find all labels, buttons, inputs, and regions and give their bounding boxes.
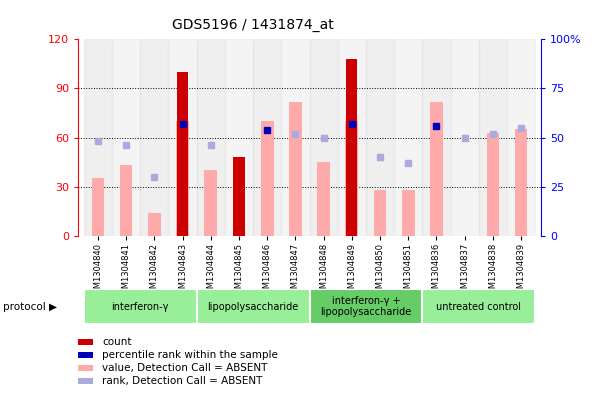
Bar xyxy=(253,39,281,236)
Bar xyxy=(261,121,273,236)
Text: percentile rank within the sample: percentile rank within the sample xyxy=(102,350,278,360)
Bar xyxy=(346,121,358,236)
Bar xyxy=(204,170,217,236)
Bar xyxy=(507,39,535,236)
Bar xyxy=(515,129,528,236)
Bar xyxy=(479,39,507,236)
Bar xyxy=(423,39,451,236)
Bar xyxy=(84,289,197,324)
Bar xyxy=(487,132,499,236)
Text: interferon-γ +
lipopolysaccharide: interferon-γ + lipopolysaccharide xyxy=(320,296,412,317)
Text: protocol ▶: protocol ▶ xyxy=(3,301,57,312)
Bar xyxy=(289,101,302,236)
Bar xyxy=(197,289,310,324)
Bar xyxy=(281,39,310,236)
Bar xyxy=(317,162,330,236)
Bar xyxy=(310,289,423,324)
Bar xyxy=(148,213,160,236)
Bar xyxy=(91,178,104,236)
Bar xyxy=(197,39,225,236)
Bar xyxy=(394,39,423,236)
Bar xyxy=(233,157,245,236)
Bar xyxy=(346,59,358,236)
Bar xyxy=(338,39,366,236)
Bar xyxy=(310,39,338,236)
Text: GDS5196 / 1431874_at: GDS5196 / 1431874_at xyxy=(171,18,334,32)
Bar xyxy=(430,101,443,236)
Bar xyxy=(177,72,188,236)
Bar xyxy=(233,157,245,236)
Bar xyxy=(402,190,415,236)
Bar xyxy=(176,121,189,236)
Bar xyxy=(423,289,535,324)
Text: interferon-γ: interferon-γ xyxy=(111,301,169,312)
Bar xyxy=(366,39,394,236)
Text: untreated control: untreated control xyxy=(436,301,521,312)
Bar xyxy=(451,39,479,236)
Bar xyxy=(112,39,140,236)
Bar xyxy=(225,39,253,236)
Bar xyxy=(120,165,132,236)
Text: count: count xyxy=(102,337,132,347)
Bar xyxy=(374,190,386,236)
Text: rank, Detection Call = ABSENT: rank, Detection Call = ABSENT xyxy=(102,376,263,386)
Text: lipopolysaccharide: lipopolysaccharide xyxy=(207,301,299,312)
Bar xyxy=(140,39,168,236)
Bar xyxy=(84,39,112,236)
Text: value, Detection Call = ABSENT: value, Detection Call = ABSENT xyxy=(102,363,267,373)
Bar xyxy=(168,39,197,236)
